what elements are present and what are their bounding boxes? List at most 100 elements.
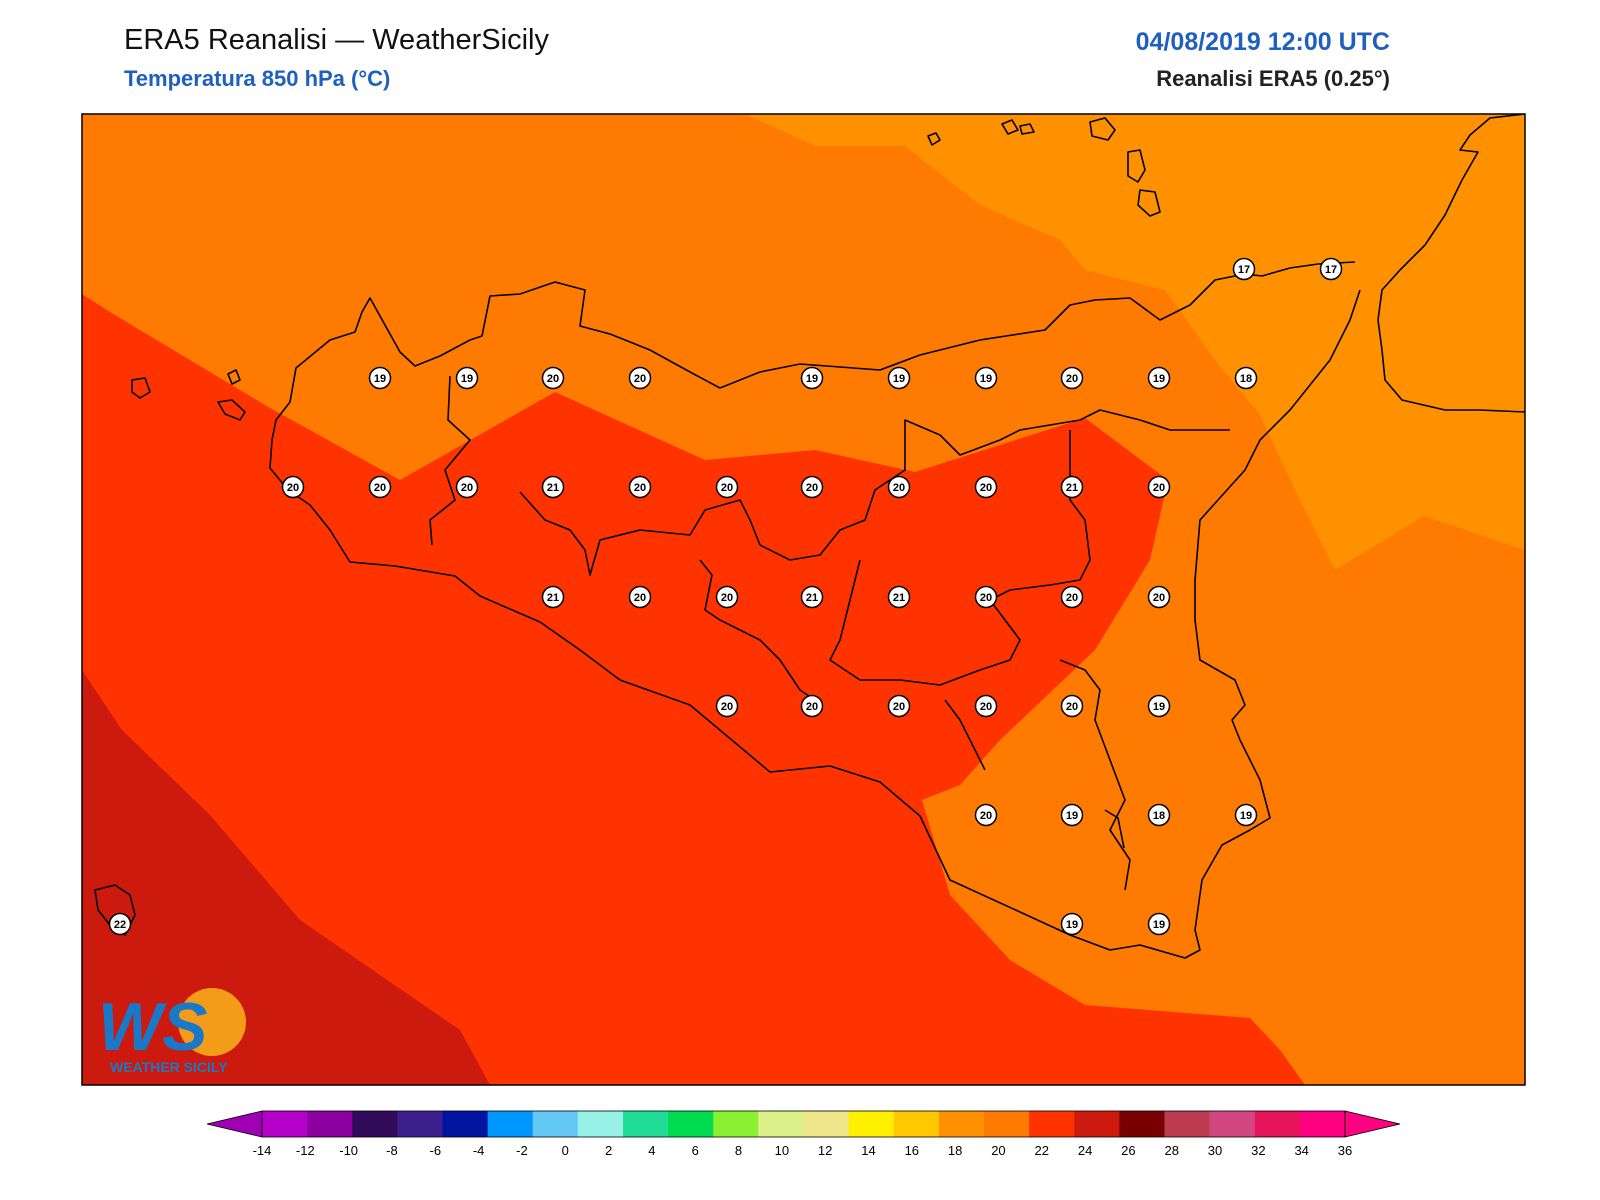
value-label: 19 [1066, 919, 1078, 931]
value-marker: 19 [368, 366, 392, 390]
value-label: 17 [1238, 264, 1250, 276]
colorbar-segment [758, 1111, 804, 1137]
value-marker-circle [715, 475, 739, 499]
colorbar-segment [487, 1111, 534, 1137]
colorbar-tick-label: 34 [1294, 1143, 1308, 1158]
value-label: 19 [374, 373, 386, 385]
value-marker-circle [974, 803, 998, 827]
value-marker-circle [1147, 475, 1171, 499]
band-22-24 [82, 670, 490, 1085]
colorbar-tick-label: 18 [948, 1143, 962, 1158]
colorbar-segment [1074, 1111, 1120, 1137]
logo-sun-icon [178, 988, 246, 1056]
value-marker-circle [974, 366, 998, 390]
value-marker: 18 [1147, 803, 1171, 827]
value-marker-circle [800, 366, 824, 390]
value-marker: 20 [1147, 475, 1171, 499]
value-label: 20 [721, 482, 733, 494]
value-marker: 20 [541, 366, 565, 390]
value-label: 19 [1153, 919, 1165, 931]
value-label: 20 [806, 701, 818, 713]
value-marker: 19 [1234, 803, 1258, 827]
value-marker-circle [1232, 257, 1256, 281]
value-label: 19 [980, 373, 992, 385]
value-marker: 20 [974, 694, 998, 718]
value-marker: 19 [455, 366, 479, 390]
value-marker-circle [628, 366, 652, 390]
colorbar-segment [848, 1111, 895, 1137]
colorbar-tick-label: 2 [605, 1143, 612, 1158]
colorbar-segment [577, 1111, 624, 1137]
value-marker-circle [1234, 366, 1258, 390]
value-label: 20 [980, 810, 992, 822]
value-label: 18 [1240, 373, 1252, 385]
value-marker-circle [974, 585, 998, 609]
value-marker: 22 [108, 912, 132, 936]
value-label: 20 [980, 701, 992, 713]
value-label: 20 [634, 592, 646, 604]
value-marker-circle [887, 475, 911, 499]
map-frame [81, 113, 1526, 1086]
value-label: 17 [1325, 264, 1337, 276]
value-label: 20 [461, 482, 473, 494]
value-marker-circle [541, 366, 565, 390]
value-marker: 20 [1060, 694, 1084, 718]
value-marker-circle [800, 694, 824, 718]
colorbar-tick-label: -10 [339, 1143, 358, 1158]
value-marker-circle [1147, 366, 1171, 390]
island-egadi-marettimo [131, 377, 151, 399]
value-marker-circle [368, 475, 392, 499]
value-marker-circle [628, 585, 652, 609]
value-label: 20 [1066, 373, 1078, 385]
value-label: 20 [893, 482, 905, 494]
value-markers: 17 17 19 19 20 20 19 19 19 20 19 18 20 20 20 21 20 20 20 20… [108, 257, 1343, 936]
value-marker: 19 [1147, 694, 1171, 718]
value-marker-circle [1060, 475, 1084, 499]
colorbar-tick-label: -14 [253, 1143, 272, 1158]
value-marker: 20 [1060, 366, 1084, 390]
value-marker-circle [1147, 694, 1171, 718]
value-label: 19 [461, 373, 473, 385]
colorbar-segment [938, 1111, 985, 1137]
calabria-coastline [1377, 114, 1525, 413]
colorbar-tick-label: -8 [386, 1143, 398, 1158]
value-marker: 20 [455, 475, 479, 499]
colorbar-segment [1164, 1111, 1211, 1137]
colorbar-tick-label: 12 [818, 1143, 832, 1158]
coastlines [94, 114, 1525, 959]
value-marker-circle [1060, 694, 1084, 718]
value-label: 19 [1153, 701, 1165, 713]
colorbar-segment [713, 1111, 759, 1137]
value-label: 18 [1153, 810, 1165, 822]
colorbar-segment [397, 1111, 443, 1137]
colorbar-segment [623, 1111, 669, 1137]
colorbar-tick-label: -2 [516, 1143, 528, 1158]
value-marker: 19 [1060, 912, 1084, 936]
colorbar-right-arrow [1344, 1110, 1401, 1138]
value-label: 19 [1240, 810, 1252, 822]
value-label: 20 [634, 482, 646, 494]
value-marker: 21 [800, 585, 824, 609]
value-label: 20 [1153, 482, 1165, 494]
value-marker: 20 [281, 475, 305, 499]
colorbar-tick-label: 4 [648, 1143, 655, 1158]
logo-caption: WEATHER SICILY [110, 1059, 228, 1075]
colorbar-segment [984, 1111, 1030, 1137]
value-marker-circle [1060, 912, 1084, 936]
value-label: 21 [1066, 482, 1078, 494]
value-label: 21 [806, 592, 818, 604]
colorbar-segment [352, 1111, 398, 1137]
value-label: 20 [287, 482, 299, 494]
colorbar-segment [1119, 1111, 1165, 1137]
value-marker-circle [1319, 257, 1343, 281]
value-label: 20 [1066, 701, 1078, 713]
value-marker: 20 [715, 694, 739, 718]
value-marker: 20 [974, 585, 998, 609]
value-marker: 21 [541, 585, 565, 609]
value-marker: 18 [1234, 366, 1258, 390]
value-marker: 20 [974, 475, 998, 499]
value-label: 20 [980, 482, 992, 494]
value-marker-circle [1147, 803, 1171, 827]
value-marker-circle [715, 585, 739, 609]
value-marker-circle [455, 475, 479, 499]
